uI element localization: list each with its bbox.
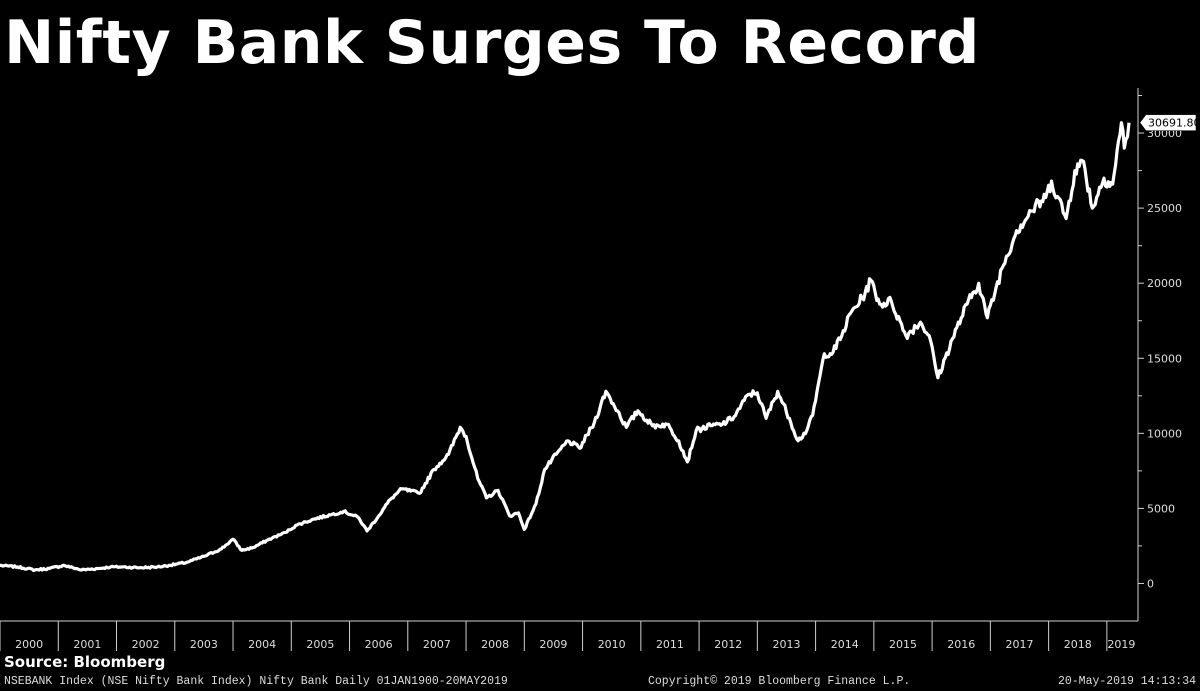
y-tick-label: 0	[1147, 577, 1154, 590]
plot-line-layer	[0, 121, 1131, 573]
x-tick-label: 2000	[15, 638, 43, 651]
y-tick-label: 20000	[1147, 277, 1182, 290]
x-tick-label: 2010	[598, 638, 626, 651]
x-tick-label: 2016	[947, 638, 975, 651]
y-tick-label: 10000	[1147, 427, 1182, 440]
x-tick-label: 2008	[481, 638, 509, 651]
footer-timestamp: 20-May-2019 14:13:34	[1057, 675, 1196, 688]
x-tick-label: 2013	[772, 638, 800, 651]
footer-security-description: NSEBANK Index (NSE Nifty Bank Index) Nif…	[4, 675, 508, 688]
x-tick-label: 2019	[1107, 638, 1135, 651]
x-tick-label: 2014	[831, 638, 859, 651]
footer-copyright: Copyright© 2019 Bloomberg Finance L.P.	[648, 675, 911, 688]
x-tick-label: 2009	[539, 638, 567, 651]
x-tick-label: 2004	[248, 638, 276, 651]
x-tick-label: 2005	[306, 638, 334, 651]
y-tick-label: 25000	[1147, 202, 1182, 215]
x-tick-label: 2001	[73, 638, 101, 651]
x-tick-label: 2006	[365, 638, 393, 651]
x-tick-label: 2017	[1005, 638, 1033, 651]
y-tick-label: 15000	[1147, 352, 1182, 365]
x-axis: 2000 2001 2002 2003 2004 2005 2006 2007 2008 2009…	[0, 620, 1138, 651]
source-label: Source: Bloomberg	[4, 653, 166, 671]
x-tick-label: 2007	[423, 638, 451, 651]
x-tick-label: 2018	[1064, 638, 1092, 651]
x-tick-label: 2003	[190, 638, 218, 651]
last-value-tag	[1139, 114, 1197, 131]
chart-title: Nifty Bank Surges To Record	[4, 8, 980, 78]
y-tick-label: 5000	[1147, 502, 1175, 515]
x-tick-label: 2011	[656, 638, 684, 651]
x-tick-label: 2012	[714, 638, 742, 651]
x-tick-label: 2015	[889, 638, 917, 651]
last-value-marker: 30691.80	[1139, 114, 1200, 131]
series-line	[0, 121, 1131, 573]
last-value-label: 30691.80	[1148, 117, 1200, 130]
x-tick-label: 2002	[132, 638, 160, 651]
